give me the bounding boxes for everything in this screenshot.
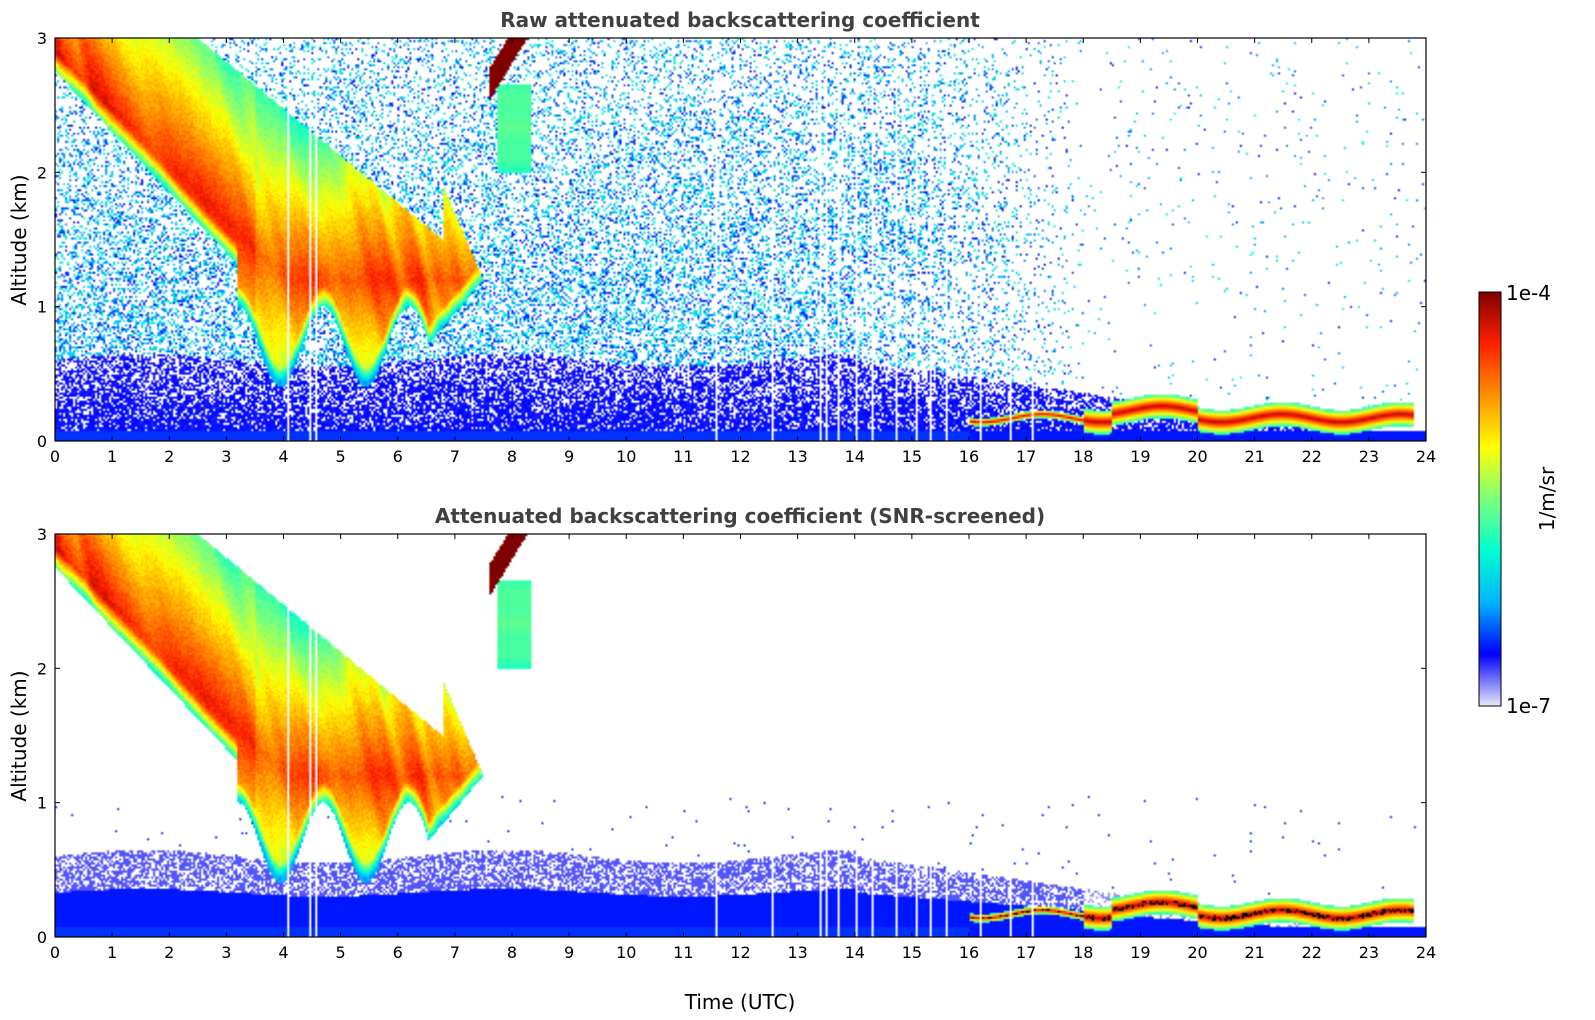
- x-tick-label: 13: [787, 447, 807, 466]
- y-axis-label: Altitude (km): [7, 670, 31, 801]
- x-tick-label: 5: [336, 943, 346, 962]
- x-tick-label: 4: [278, 943, 288, 962]
- x-tick-label: 18: [1073, 943, 1093, 962]
- x-tick-label: 13: [787, 943, 807, 962]
- x-tick-label: 12: [730, 447, 750, 466]
- x-tick-label: 17: [1016, 447, 1036, 466]
- y-tick-label: 0: [37, 928, 47, 947]
- x-tick-label: 21: [1244, 447, 1264, 466]
- x-tick-label: 6: [393, 943, 403, 962]
- x-tick-label: 0: [50, 943, 60, 962]
- x-tick-label: 15: [902, 447, 922, 466]
- x-tick-label: 20: [1187, 943, 1207, 962]
- x-tick-label: 1: [107, 447, 117, 466]
- x-tick-label: 9: [564, 943, 574, 962]
- x-tick-label: 10: [616, 447, 636, 466]
- x-tick-label: 7: [450, 447, 460, 466]
- x-tick-label: 18: [1073, 447, 1093, 466]
- x-tick-label: 5: [336, 447, 346, 466]
- colorbar-max-label: 1e-4: [1506, 281, 1551, 305]
- x-tick-label: 1: [107, 943, 117, 962]
- panel-title: Attenuated backscattering coefficient (S…: [435, 504, 1045, 528]
- x-tick-label: 22: [1302, 447, 1322, 466]
- x-tick-label: 16: [959, 447, 979, 466]
- x-tick-label: 14: [845, 447, 865, 466]
- x-axis-label: Time (UTC): [684, 990, 796, 1014]
- colorbar-min-label: 1e-7: [1506, 694, 1551, 718]
- x-tick-label: 11: [673, 447, 693, 466]
- y-tick-label: 2: [37, 163, 47, 182]
- y-tick-label: 2: [37, 659, 47, 678]
- x-tick-label: 3: [221, 943, 231, 962]
- x-tick-label: 21: [1244, 943, 1264, 962]
- x-tick-label: 2: [164, 943, 174, 962]
- x-tick-label: 3: [221, 447, 231, 466]
- y-axis-ticks: 0 1 2 3: [37, 525, 1426, 947]
- y-tick-label: 3: [37, 525, 47, 544]
- x-tick-label: 2: [164, 447, 174, 466]
- x-tick-label: 11: [673, 943, 693, 962]
- x-tick-label: 23: [1359, 943, 1379, 962]
- x-tick-label: 14: [845, 943, 865, 962]
- colorbar-gradient: [1478, 291, 1502, 707]
- x-tick-label: 22: [1302, 943, 1322, 962]
- panel-snr-screened: Attenuated backscattering coefficient (S…: [7, 504, 1436, 1014]
- colorbar-unit-label: 1/m/sr: [1535, 466, 1559, 531]
- x-tick-label: 20: [1187, 447, 1207, 466]
- y-tick-label: 3: [37, 29, 47, 48]
- x-axis-ticks: 0 1 2 3 4 5 6 7 8 9 10 11 12 13 14 15 16 17 18 19 20 21 22 23 24: [50, 534, 1436, 962]
- x-tick-label: 24: [1416, 943, 1436, 962]
- y-axis-label: Altitude (km): [7, 174, 31, 305]
- panel-title: Raw attenuated backscattering coefficien…: [500, 8, 980, 32]
- x-tick-label: 12: [730, 943, 750, 962]
- x-tick-label: 6: [393, 447, 403, 466]
- y-tick-label: 0: [37, 432, 47, 451]
- backscatter-heatmap: [55, 534, 1426, 937]
- backscatter-heatmap: [55, 38, 1426, 441]
- x-tick-label: 8: [507, 943, 517, 962]
- x-tick-label: 16: [959, 943, 979, 962]
- x-tick-label: 10: [616, 943, 636, 962]
- x-tick-label: 24: [1416, 447, 1436, 466]
- x-tick-label: 9: [564, 447, 574, 466]
- x-tick-label: 19: [1130, 943, 1150, 962]
- x-axis-ticks: 0 1 2 3 4 5 6 7 8 9 10 11 12 13 14 15 16 17 18 19 20 21 22 23 24: [50, 38, 1436, 466]
- x-tick-label: 17: [1016, 943, 1036, 962]
- x-tick-label: 23: [1359, 447, 1379, 466]
- y-tick-label: 1: [37, 794, 47, 813]
- colorbar: 1e-4 1e-7 1/m/sr: [1478, 281, 1559, 718]
- x-tick-label: 0: [50, 447, 60, 466]
- x-tick-label: 19: [1130, 447, 1150, 466]
- panel-raw: Raw attenuated backscattering coefficien…: [7, 8, 1436, 466]
- x-tick-label: 7: [450, 943, 460, 962]
- y-axis-ticks: 0 1 2 3: [37, 29, 1426, 451]
- x-tick-label: 15: [902, 943, 922, 962]
- x-tick-label: 4: [278, 447, 288, 466]
- x-tick-label: 8: [507, 447, 517, 466]
- y-tick-label: 1: [37, 298, 47, 317]
